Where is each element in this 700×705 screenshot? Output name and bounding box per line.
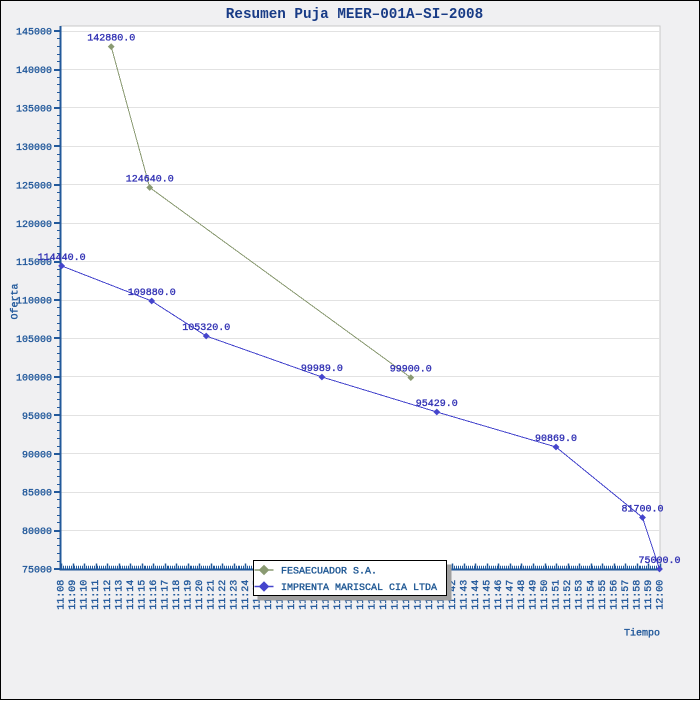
svg-text:114440.0: 114440.0 (38, 253, 86, 264)
svg-text:Resumen Puja MEER–001A–SI–2008: Resumen Puja MEER–001A–SI–2008 (226, 7, 483, 23)
svg-text:142880.0: 142880.0 (87, 34, 135, 45)
svg-text:11:10: 11:10 (80, 580, 91, 610)
svg-text:95429.0: 95429.0 (416, 399, 458, 410)
svg-text:105320.0: 105320.0 (182, 323, 230, 334)
svg-text:90000: 90000 (22, 450, 52, 461)
svg-text:130000: 130000 (16, 143, 52, 154)
svg-text:11:19: 11:19 (183, 580, 194, 610)
svg-text:120000: 120000 (16, 220, 52, 231)
svg-text:11:49: 11:49 (529, 580, 540, 610)
svg-text:11:11: 11:11 (91, 580, 102, 610)
svg-text:11:52: 11:52 (563, 580, 574, 610)
svg-text:11:23: 11:23 (229, 580, 240, 610)
svg-text:140000: 140000 (16, 66, 52, 77)
svg-text:11:45: 11:45 (483, 580, 494, 610)
svg-text:115000: 115000 (16, 258, 52, 269)
svg-text:11:13: 11:13 (114, 580, 125, 610)
svg-text:12:00: 12:00 (655, 580, 666, 610)
svg-text:11:17: 11:17 (160, 580, 171, 610)
svg-text:11:57: 11:57 (621, 580, 632, 610)
svg-text:11:58: 11:58 (632, 580, 643, 610)
svg-text:IMPRENTA MARISCAL CIA LTDA: IMPRENTA MARISCAL CIA LTDA (281, 583, 437, 594)
svg-text:124640.0: 124640.0 (126, 175, 174, 186)
svg-text:11:24: 11:24 (241, 580, 252, 610)
svg-text:11:47: 11:47 (506, 580, 517, 610)
svg-text:81700.0: 81700.0 (621, 505, 663, 516)
svg-text:85000: 85000 (22, 489, 52, 500)
svg-text:80000: 80000 (22, 527, 52, 538)
svg-text:11:15: 11:15 (137, 580, 148, 610)
svg-text:11:09: 11:09 (68, 580, 79, 610)
svg-text:11:56: 11:56 (609, 580, 620, 610)
svg-text:135000: 135000 (16, 105, 52, 116)
svg-text:99900.0: 99900.0 (390, 365, 432, 376)
svg-text:11:14: 11:14 (126, 580, 137, 610)
svg-text:11:54: 11:54 (586, 580, 597, 610)
svg-text:95000: 95000 (22, 412, 52, 423)
svg-text:11:18: 11:18 (172, 580, 183, 610)
svg-text:FESAECUADOR S.A.: FESAECUADOR S.A. (281, 567, 377, 578)
svg-text:11:42: 11:42 (448, 580, 459, 610)
svg-text:11:50: 11:50 (540, 580, 551, 610)
svg-text:11:43: 11:43 (460, 580, 471, 610)
svg-text:11:16: 11:16 (149, 580, 160, 610)
svg-text:Tiempo: Tiempo (624, 628, 660, 640)
svg-text:11:44: 11:44 (471, 580, 482, 610)
svg-text:11:21: 11:21 (206, 580, 217, 610)
svg-text:11:22: 11:22 (218, 580, 229, 610)
svg-text:145000: 145000 (16, 28, 52, 39)
svg-text:11:12: 11:12 (103, 580, 114, 610)
svg-text:Oferta: Oferta (10, 283, 22, 319)
svg-text:11:48: 11:48 (517, 580, 528, 610)
svg-text:100000: 100000 (16, 373, 52, 384)
svg-text:105000: 105000 (16, 335, 52, 346)
svg-text:125000: 125000 (16, 181, 52, 192)
svg-text:99989.0: 99989.0 (301, 364, 343, 375)
svg-text:90869.0: 90869.0 (535, 434, 577, 445)
svg-text:11:20: 11:20 (195, 580, 206, 610)
svg-text:11:51: 11:51 (552, 580, 563, 610)
svg-text:110000: 110000 (16, 297, 52, 308)
svg-text:11:59: 11:59 (644, 580, 655, 610)
svg-text:109880.0: 109880.0 (128, 288, 176, 299)
svg-text:75000: 75000 (22, 566, 52, 577)
svg-text:11:53: 11:53 (575, 580, 586, 610)
svg-text:75000.0: 75000.0 (638, 556, 680, 567)
svg-text:11:55: 11:55 (598, 580, 609, 610)
svg-text:11:46: 11:46 (494, 580, 505, 610)
svg-text:11:08: 11:08 (57, 580, 68, 610)
